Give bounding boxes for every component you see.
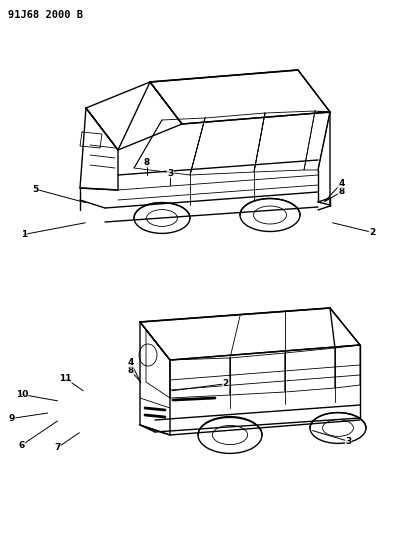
Text: 8: 8 [128,366,134,375]
Text: 2: 2 [223,379,229,388]
Text: 6: 6 [19,441,25,449]
Text: 8: 8 [338,188,345,196]
Text: 1: 1 [21,230,27,239]
Text: 2: 2 [369,228,375,237]
Text: 11: 11 [59,374,72,383]
Text: 3: 3 [345,437,352,446]
Text: 91J68 2000 B: 91J68 2000 B [8,10,83,20]
Text: 7: 7 [54,443,61,452]
Text: 5: 5 [32,185,39,193]
Text: 10: 10 [15,390,28,399]
Text: 8: 8 [143,158,150,167]
Text: 9: 9 [9,414,15,423]
Text: 3: 3 [167,169,173,177]
Text: 4: 4 [128,358,134,367]
Text: 4: 4 [338,179,345,188]
